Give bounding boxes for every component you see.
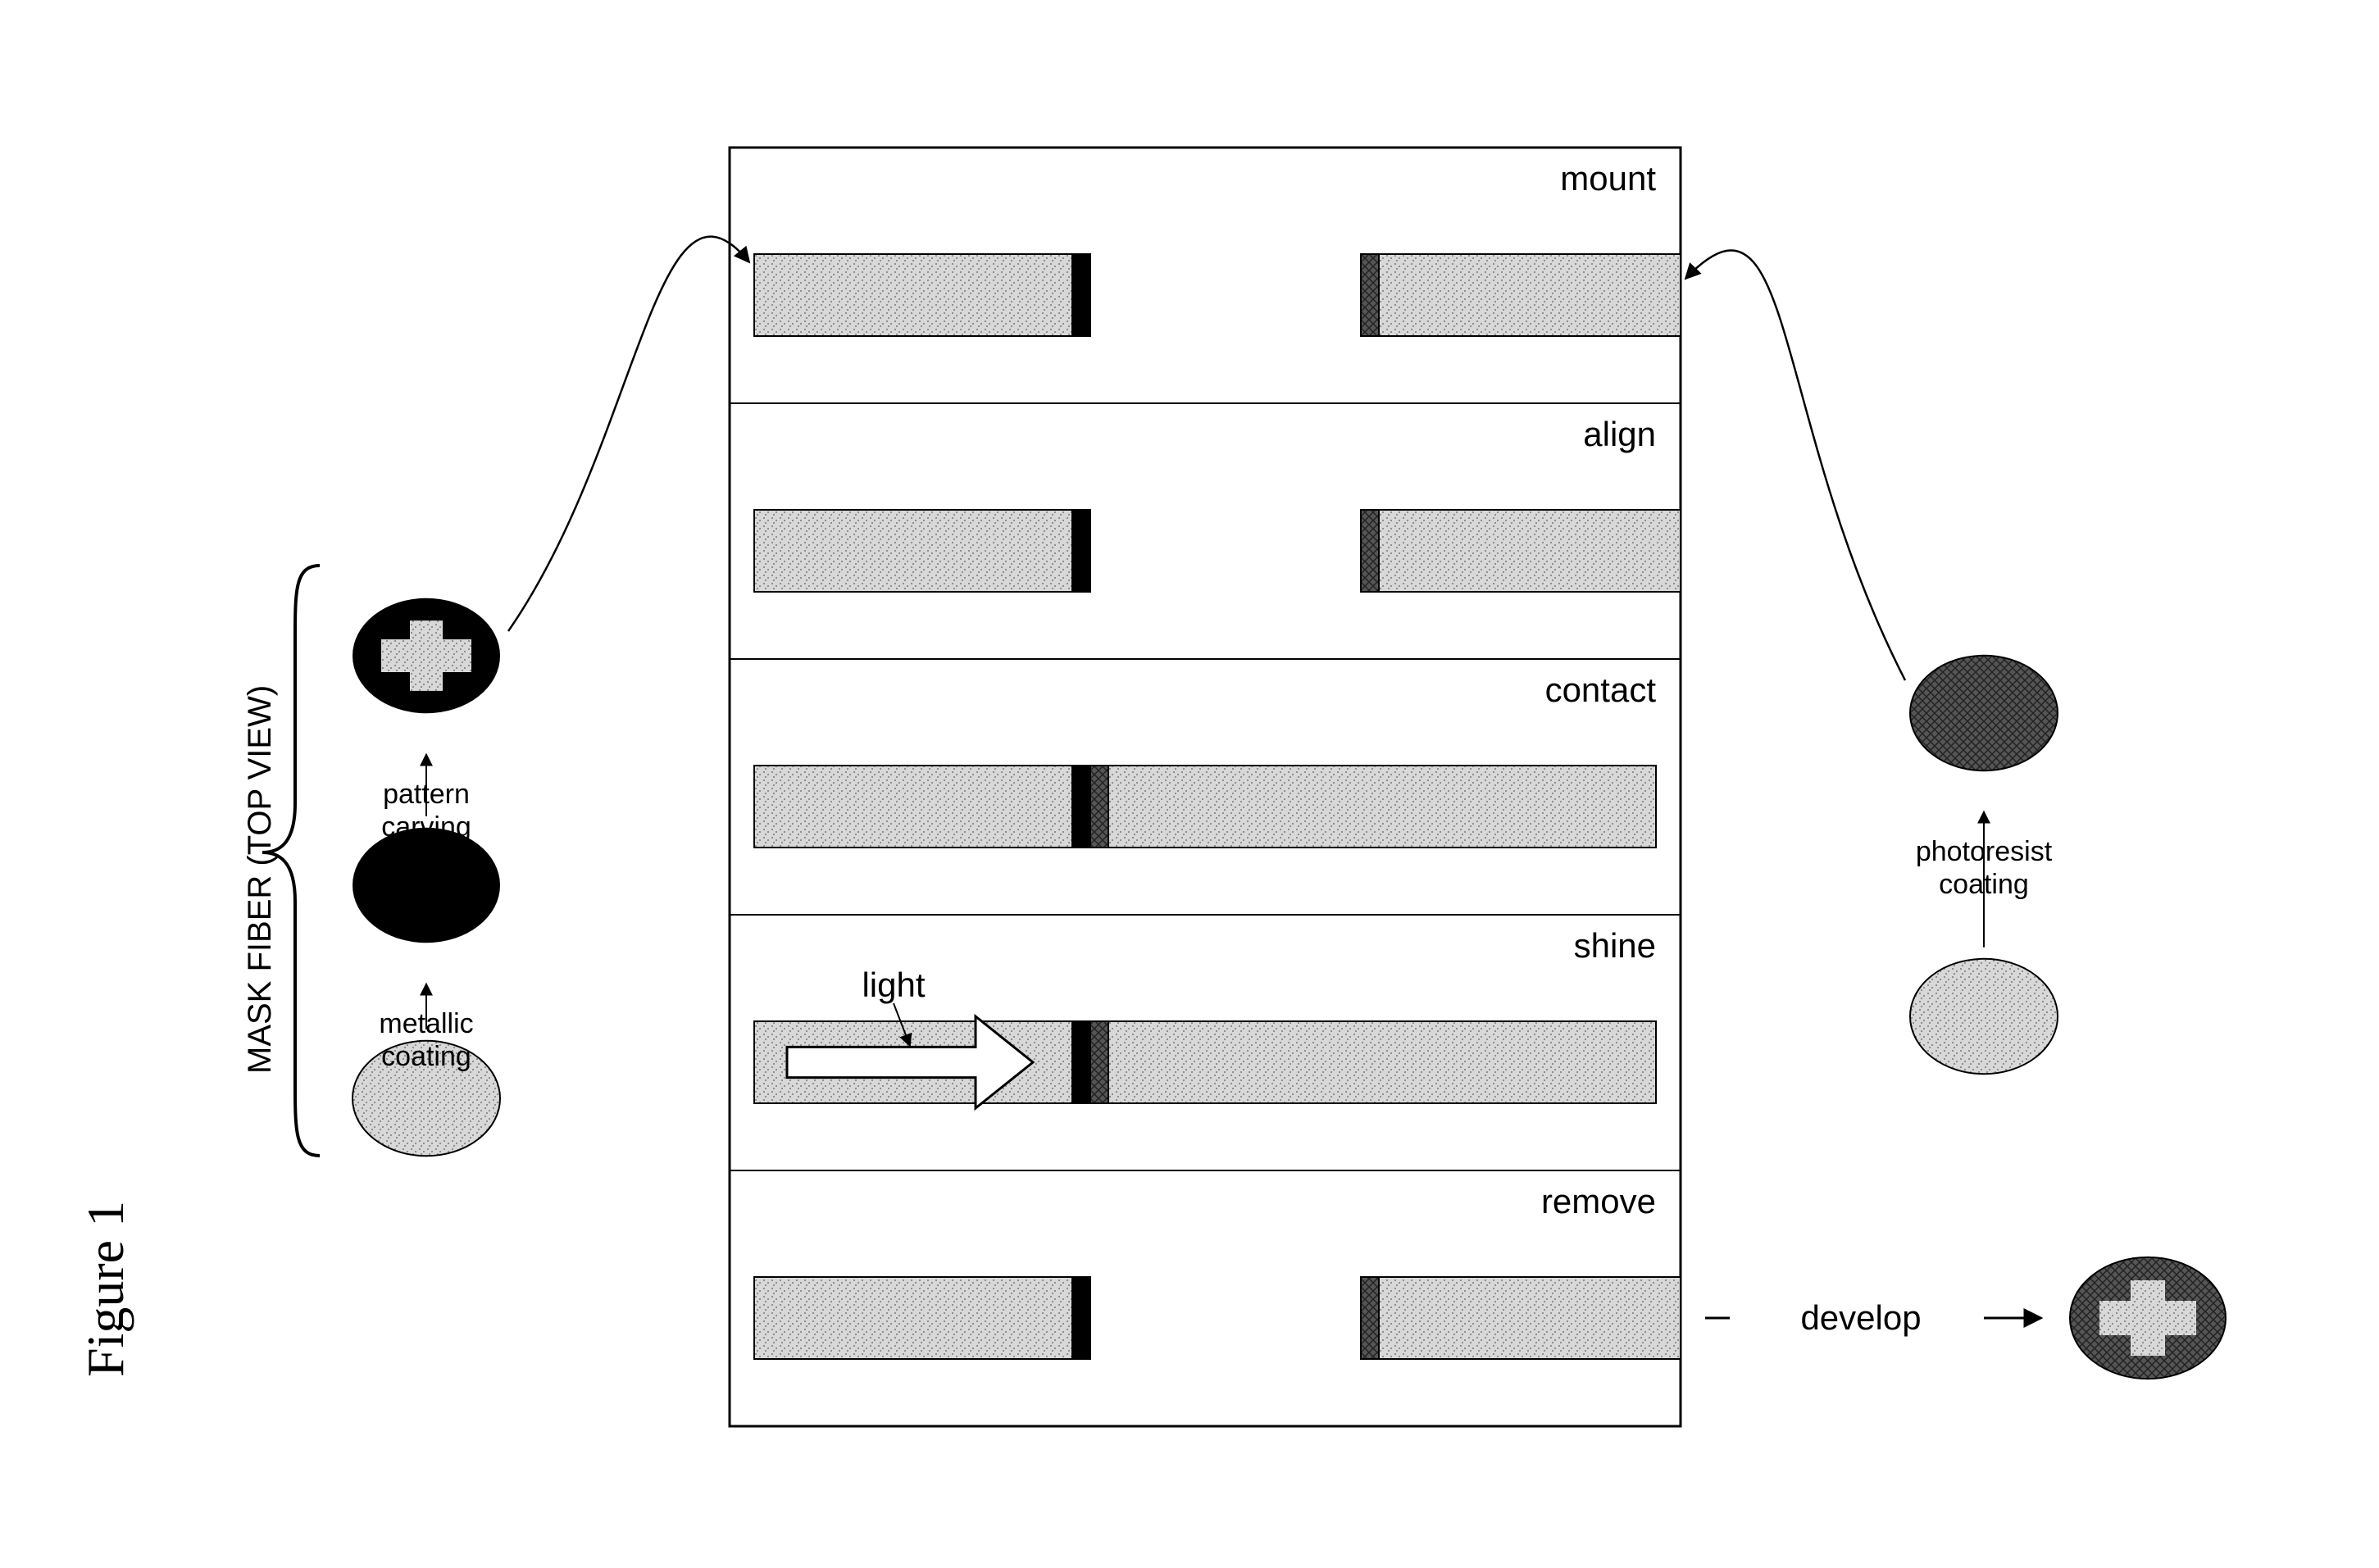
fiber-bar — [1361, 254, 1681, 336]
fiber-bar — [754, 254, 1090, 336]
fiber-bar — [1361, 1277, 1681, 1359]
fiber-bar — [1090, 766, 1656, 848]
fiber-endcap — [1072, 766, 1090, 848]
fiber-bar — [1090, 1021, 1656, 1103]
fiber-endcap — [1072, 1021, 1090, 1103]
figure-title: Figure 1 — [76, 1201, 134, 1377]
fiber-endcap — [1072, 1277, 1090, 1359]
fiber-endcap — [1090, 766, 1108, 848]
fiber-endcap — [1072, 254, 1090, 336]
step-label-shine: shine — [1574, 926, 1656, 965]
target-pr-icon — [1910, 656, 2058, 770]
fiber-endcap — [1361, 1277, 1379, 1359]
step-label-contact: contact — [1545, 670, 1657, 709]
develop-label: develop — [1800, 1298, 1921, 1337]
target-bare-icon — [1910, 959, 2058, 1074]
fiber-endcap — [1361, 254, 1379, 336]
developed-icon — [2070, 1257, 2226, 1379]
fiber-endcap — [1361, 510, 1379, 592]
pattern-label: pattern — [383, 779, 470, 810]
step-label-align: align — [1583, 415, 1656, 453]
step-label-mount: mount — [1560, 159, 1656, 198]
fiber-endcap — [1090, 1021, 1108, 1103]
pattern-label2: carving — [381, 811, 471, 843]
step-label-remove: remove — [1541, 1182, 1656, 1220]
fiber-bar — [754, 1277, 1090, 1359]
fiber-bar — [754, 766, 1090, 848]
mask-carved-icon — [353, 598, 500, 713]
fiber-bar — [754, 510, 1090, 592]
fiber-endcap — [1072, 510, 1090, 592]
metallic-label: metallic — [379, 1008, 473, 1039]
mount-arrow-left — [508, 237, 749, 631]
light-label: light — [862, 966, 925, 1004]
pr-label: photoresist — [1916, 836, 2053, 867]
pr-label2: coating — [1939, 869, 2029, 900]
mask-metal-icon — [353, 828, 500, 943]
metallic-label2: coating — [381, 1041, 471, 1072]
mask-fiber-title: MASK FIBER (TOP VIEW) — [242, 685, 278, 1074]
mount-arrow-right — [1685, 250, 1905, 680]
fiber-bar — [1361, 510, 1681, 592]
